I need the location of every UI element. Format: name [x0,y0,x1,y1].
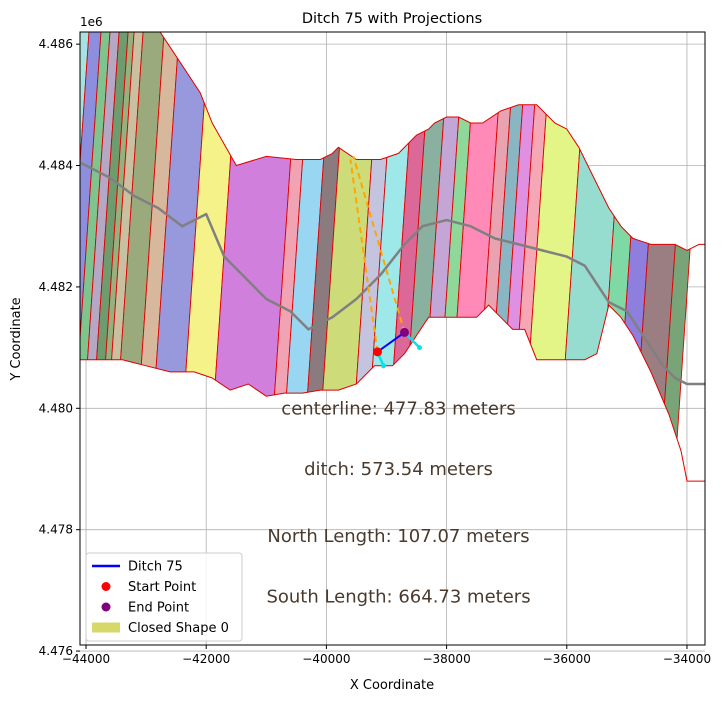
legend-box [85,552,243,642]
annotations: centerline: 477.83 meters ditch: 573.54 m… [266,398,530,607]
y-tick-label: 4.482 [39,280,73,294]
legend-label: Start Point [128,580,196,595]
x-tick-label: −36000 [543,652,591,666]
south-projection-line [352,156,406,333]
cyan-tick-end [417,345,423,351]
shape-stripe [80,32,111,482]
legend-label: Closed Shape 0 [128,621,229,636]
plot-frame [79,31,706,646]
y-tick-label: 4.484 [39,159,73,173]
cyan-tick-end [380,363,386,369]
legend: Ditch 75 Start Point End Point Closed Shape… [85,552,243,642]
closed-shape-outline [80,32,705,482]
y-axis-label: Y Coordinate [9,297,24,381]
legend-swatch [101,602,111,612]
x-tick-label: −40000 [302,652,350,666]
chart-title: Ditch 75 with Projections [302,11,482,27]
annotation-text: ditch: 573.54 meters [304,459,493,480]
annotation-text: North Length: 107.07 meters [267,526,529,547]
x-tick-label: −34000 [663,652,711,666]
x-tick-label: −38000 [422,652,470,666]
ditch-75-line [376,331,406,353]
legend-swatch [101,582,111,591]
start-point [372,347,382,357]
legend-swatch [92,622,120,633]
legend-label: End Point [128,601,189,616]
y-axis: 4.476 4.478 4.480 4.482 4.484 4.486 [39,37,80,658]
x-axis: −44000 −42000 −40000 −38000 −36000 −34000 [62,645,711,666]
centerline-path [80,161,705,386]
y-tick-label: 4.486 [39,37,73,51]
legend-label: Ditch 75 [128,560,183,575]
x-tick-label: −42000 [182,652,230,666]
y-tick-label: 4.476 [39,644,73,658]
end-point [400,327,410,337]
x-tick-label: −44000 [62,652,110,666]
y-tick-label: 4.480 [39,401,73,415]
annotation-text: South Length: 664.73 meters [266,586,530,607]
north-projection-line [349,159,379,352]
x-axis-label: X Coordinate [350,678,434,693]
shape-stripe [80,32,102,482]
y-tick-label: 4.478 [39,523,73,537]
y-offset-label: 1e6 [80,15,103,29]
annotation-text: centerline: 477.83 meters [281,398,515,419]
